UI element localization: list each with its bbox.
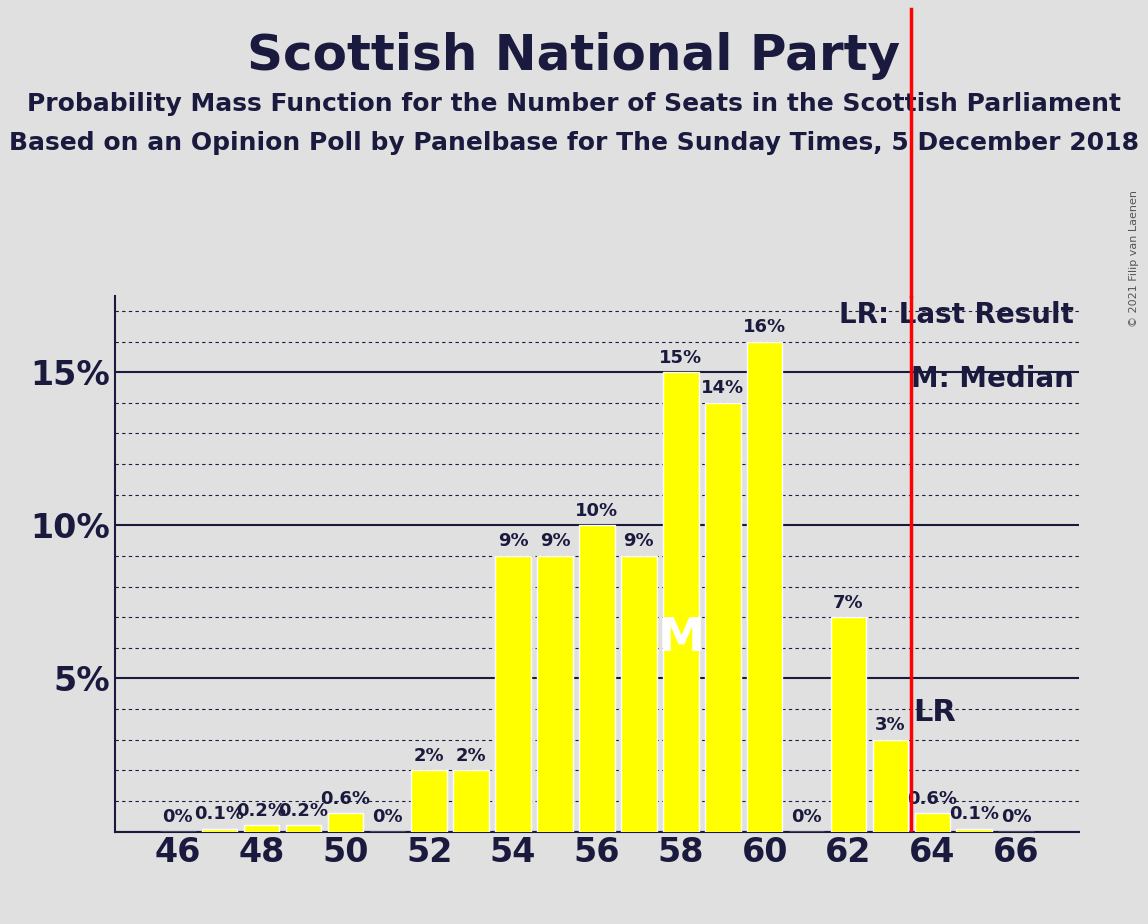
Text: 15%: 15% [659,348,703,367]
Bar [286,825,321,832]
Text: 0.2%: 0.2% [279,802,328,820]
Bar [243,825,279,832]
Text: 9%: 9% [540,532,571,551]
Text: 2%: 2% [456,747,487,765]
Bar [747,342,783,832]
Text: 0.1%: 0.1% [195,805,245,823]
Bar [915,813,951,832]
Bar [495,556,530,832]
Bar [579,526,615,832]
Text: Probability Mass Function for the Number of Seats in the Scottish Parliament: Probability Mass Function for the Number… [28,92,1120,116]
Text: 14%: 14% [701,380,744,397]
Bar [453,771,489,832]
Bar [705,403,740,832]
Bar [831,617,867,832]
Text: 9%: 9% [498,532,528,551]
Text: 0.6%: 0.6% [907,790,957,808]
Bar [202,829,238,832]
Text: 0.1%: 0.1% [949,805,999,823]
Text: 2%: 2% [414,747,444,765]
Bar [327,813,363,832]
Text: 0%: 0% [162,808,193,826]
Text: 0.6%: 0.6% [320,790,371,808]
Text: M: M [658,616,705,662]
Text: Based on an Opinion Poll by Panelbase for The Sunday Times, 5 December 2018: Based on an Opinion Poll by Panelbase fo… [9,131,1139,155]
Text: 0%: 0% [1001,808,1032,826]
Bar [664,372,699,832]
Text: 9%: 9% [623,532,654,551]
Text: 7%: 7% [833,594,863,612]
Text: 3%: 3% [875,716,906,735]
Text: 0%: 0% [372,808,403,826]
Text: 16%: 16% [743,318,786,336]
Text: © 2021 Filip van Laenen: © 2021 Filip van Laenen [1128,190,1139,327]
Text: 0.2%: 0.2% [236,802,287,820]
Bar [621,556,657,832]
Text: LR: Last Result: LR: Last Result [839,301,1075,329]
Text: LR: LR [914,699,956,727]
Bar [956,829,992,832]
Text: 0%: 0% [791,808,822,826]
Text: Scottish National Party: Scottish National Party [248,32,900,80]
Text: M: Median: M: Median [912,365,1075,394]
Bar [411,771,447,832]
Bar [537,556,573,832]
Text: 10%: 10% [575,502,619,520]
Bar [872,740,908,832]
